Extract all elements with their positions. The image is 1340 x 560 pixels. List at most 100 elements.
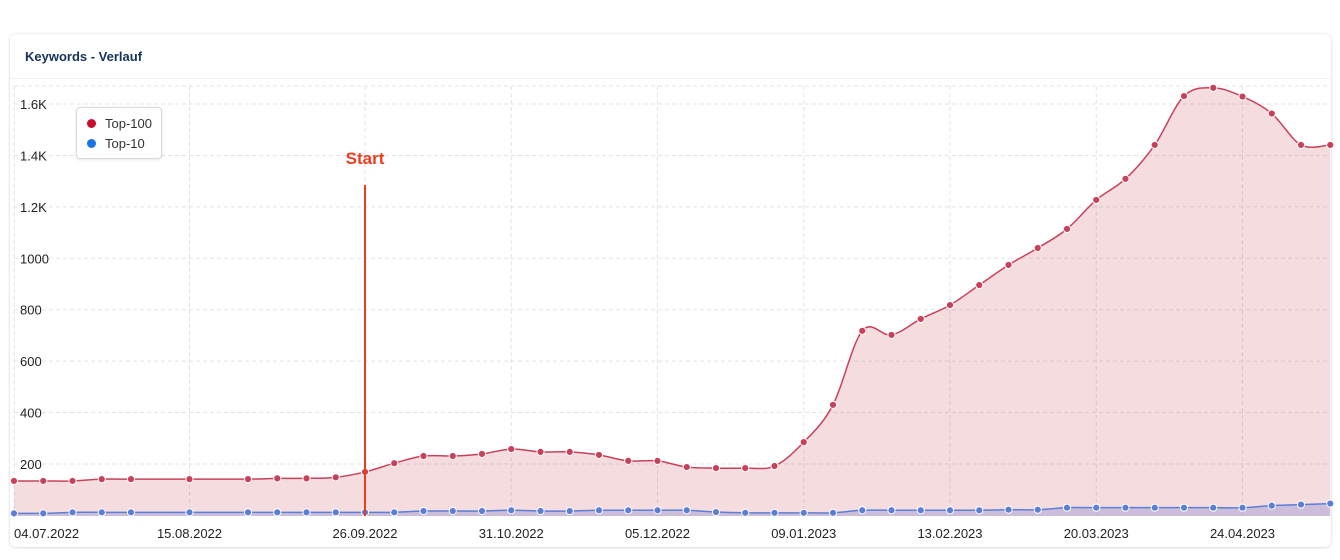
data-point-top-10 [477, 506, 487, 516]
data-point-top-10 [419, 506, 428, 516]
data-point-top-10 [1121, 503, 1130, 512]
data-point-top-100 [1092, 195, 1101, 205]
data-point-top-100 [1209, 83, 1218, 92]
y-tick-label: 800 [20, 303, 42, 318]
data-point-top-10 [828, 508, 838, 517]
data-point-top-100 [1150, 140, 1159, 150]
data-point-top-100 [1238, 92, 1247, 101]
x-tick-label: 15.08.2022 [157, 526, 222, 541]
data-point-top-10 [1209, 503, 1218, 512]
data-point-top-10 [1092, 503, 1101, 512]
data-point-top-100 [653, 456, 662, 465]
data-point-top-10 [1267, 501, 1276, 510]
data-point-top-100 [39, 476, 48, 486]
data-point-top-10 [1062, 503, 1072, 512]
data-point-top-100 [858, 326, 867, 335]
data-point-top-100 [185, 475, 194, 484]
data-point-top-100 [1121, 174, 1130, 183]
data-point-top-10 [594, 506, 604, 515]
data-point-top-100 [331, 473, 340, 482]
data-point-top-10 [945, 506, 955, 515]
data-point-top-10 [1150, 503, 1159, 512]
x-tick-label: 20.03.2023 [1064, 526, 1129, 541]
x-tick-label: 31.10.2022 [479, 526, 544, 541]
data-point-top-100 [682, 462, 691, 472]
card-header: Keywords - Verlauf [10, 34, 1331, 79]
data-point-top-10 [711, 507, 721, 517]
data-point-top-10 [624, 506, 633, 515]
data-point-top-10 [887, 506, 896, 515]
data-point-top-10 [68, 508, 77, 517]
data-point-top-10 [9, 509, 19, 518]
data-point-top-100 [507, 444, 516, 454]
data-point-top-10 [858, 506, 867, 515]
y-tick-label: 600 [20, 354, 42, 369]
legend-label: Top-100 [105, 115, 152, 131]
legend-label: Top-10 [105, 135, 145, 151]
data-point-top-10 [97, 508, 106, 517]
data-point-top-100 [302, 474, 311, 483]
data-point-top-10 [770, 508, 779, 517]
data-point-top-10 [448, 506, 457, 516]
x-tick-label: 04.07.2022 [14, 526, 79, 541]
data-point-top-10 [302, 508, 311, 517]
data-point-top-10 [507, 506, 516, 515]
legend-item-top-100[interactable]: Top-100 [87, 113, 161, 133]
y-tick-label: 1.2K [20, 200, 47, 215]
data-point-top-100 [916, 314, 925, 324]
data-point-top-10 [185, 508, 194, 517]
data-point-top-10 [1238, 503, 1247, 512]
data-point-top-100 [243, 475, 253, 484]
data-point-top-10 [741, 508, 750, 517]
data-point-top-10 [682, 506, 691, 515]
data-point-top-100 [477, 449, 487, 459]
data-point-top-100 [1004, 260, 1013, 270]
y-tick-label: 1.4K [20, 148, 47, 163]
data-point-top-100 [565, 447, 574, 456]
data-point-top-100 [1062, 224, 1072, 234]
data-point-top-100 [419, 451, 428, 461]
y-tick-label: 1.6K [20, 97, 47, 112]
data-point-top-100 [9, 476, 19, 486]
series-area-top-100 [14, 87, 1331, 516]
keywords-history-card: Keywords - Verlauf [10, 34, 1331, 547]
data-point-top-100 [1179, 91, 1189, 101]
data-point-top-10 [331, 508, 340, 517]
data-point-top-10 [126, 508, 136, 517]
data-point-top-10 [273, 508, 282, 517]
data-point-top-10 [975, 506, 984, 515]
x-tick-label: 26.09.2022 [332, 526, 397, 541]
data-point-top-100 [448, 451, 457, 461]
data-point-top-100 [799, 438, 808, 447]
data-point-top-100 [594, 450, 604, 460]
data-point-top-10 [1033, 505, 1042, 514]
data-point-top-10 [390, 508, 399, 517]
data-point-top-10 [1179, 503, 1189, 512]
y-tick-label: 200 [20, 457, 42, 472]
data-point-top-10 [1326, 499, 1335, 508]
data-point-top-100 [1267, 109, 1276, 118]
data-point-top-10 [39, 509, 48, 518]
data-point-top-100 [945, 300, 955, 310]
data-point-top-100 [887, 330, 896, 340]
data-point-top-100 [1326, 140, 1335, 150]
data-point-top-10 [565, 506, 574, 516]
x-tick-label: 09.01.2023 [771, 526, 836, 541]
y-tick-label: 1000 [20, 251, 49, 266]
legend-item-top-10[interactable]: Top-10 [87, 133, 161, 153]
x-tick-label: 13.02.2023 [917, 526, 982, 541]
data-point-top-10 [1004, 505, 1013, 514]
data-point-top-100 [711, 463, 721, 473]
data-point-top-100 [1296, 140, 1306, 150]
data-point-top-100 [975, 280, 984, 290]
y-tick-label: 400 [20, 406, 42, 421]
data-point-top-100 [68, 476, 77, 486]
x-tick-label: 24.04.2023 [1210, 526, 1275, 541]
data-point-top-100 [390, 459, 399, 468]
top-100-color-dot [87, 118, 96, 128]
data-point-top-100 [624, 456, 633, 465]
data-point-top-100 [273, 474, 282, 483]
data-point-top-100 [1033, 243, 1042, 253]
x-tick-label: 05.12.2022 [625, 526, 690, 541]
